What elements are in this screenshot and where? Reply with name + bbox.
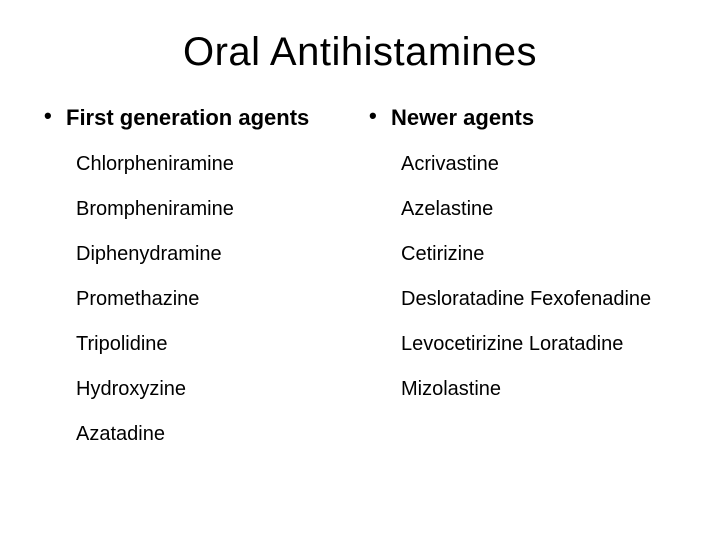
list-item: Levocetirizine Loratadine [365, 333, 680, 356]
list-item: Hydroxyzine [40, 378, 355, 401]
list-item: Diphenydramine [40, 243, 355, 266]
list-item: Mizolastine [365, 378, 680, 401]
list-item: Desloratadine Fexofenadine [365, 288, 680, 311]
slide: Oral Antihistamines First generation age… [0, 0, 720, 540]
columns: First generation agents Chlorpheniramine… [40, 105, 680, 468]
right-column: Newer agents Acrivastine Azelastine Ceti… [365, 105, 680, 468]
list-item: Azatadine [40, 423, 355, 446]
list-item: Promethazine [40, 288, 355, 311]
slide-title: Oral Antihistamines [40, 30, 680, 75]
list-item: Acrivastine [365, 153, 680, 176]
list-item: Azelastine [365, 198, 680, 221]
list-item: Cetirizine [365, 243, 680, 266]
list-item: Brompheniramine [40, 198, 355, 221]
list-item: Chlorpheniramine [40, 153, 355, 176]
right-heading: Newer agents [365, 105, 680, 131]
left-heading: First generation agents [40, 105, 355, 131]
left-column: First generation agents Chlorpheniramine… [40, 105, 355, 468]
list-item: Tripolidine [40, 333, 355, 356]
